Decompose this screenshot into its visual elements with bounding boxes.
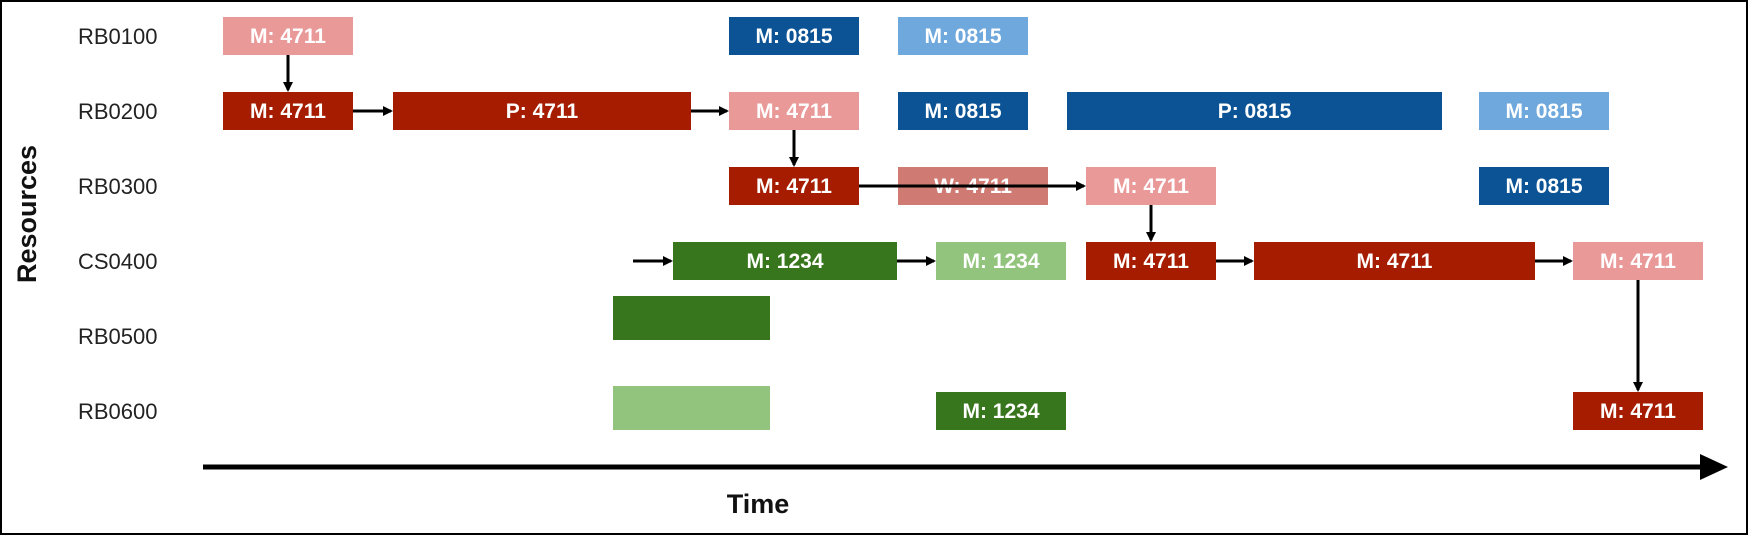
task-label-t18: M: 4711 xyxy=(1600,250,1676,273)
task-bar-t12 xyxy=(1086,167,1216,205)
task-label-t10: M: 4711 xyxy=(756,175,832,198)
task-label-t4: M: 4711 xyxy=(250,100,326,123)
task-label-t21: M: 1234 xyxy=(962,400,1039,423)
task-bar-t9 xyxy=(1479,92,1609,130)
time-axis-arrowhead xyxy=(1700,454,1728,480)
task-label-t12: M: 4711 xyxy=(1113,175,1189,198)
task-bar-t18 xyxy=(1573,242,1703,280)
task-label-t5: P: 4711 xyxy=(506,100,579,123)
resource-label-rb0500: RB0500 xyxy=(78,324,158,349)
task-bar-t6 xyxy=(729,92,859,130)
task-bar-t1 xyxy=(223,17,353,55)
task-label-t22: M: 4711 xyxy=(1600,400,1676,423)
task-bar-t22 xyxy=(1573,392,1703,430)
task-bar-t20 xyxy=(613,386,770,430)
x-axis-title: Time xyxy=(727,489,790,519)
task-bar-t21 xyxy=(936,392,1066,430)
task-bar-t7 xyxy=(898,92,1028,130)
task-bar-t10 xyxy=(729,167,859,205)
task-bar-t16 xyxy=(1086,242,1216,280)
task-label-t16: M: 4711 xyxy=(1113,250,1189,273)
y-axis-title: Resources xyxy=(12,145,42,283)
task-label-t6: M: 4711 xyxy=(756,100,832,123)
task-bars: M: 4711 M: 0815 M: 0815 M: 4711 P: 4711 M: 47… xyxy=(223,17,1703,430)
task-bar-t3 xyxy=(898,17,1028,55)
task-label-t2: M: 0815 xyxy=(755,25,832,48)
task-label-t7: M: 0815 xyxy=(924,100,1001,123)
task-bar-t8 xyxy=(1067,92,1442,130)
dependency-arrows xyxy=(283,55,1643,392)
resource-label-cs0400: CS0400 xyxy=(78,249,158,274)
resource-label-rb0200: RB0200 xyxy=(78,99,158,124)
task-bar-t13 xyxy=(1479,167,1609,205)
resource-label-rb0100: RB0100 xyxy=(78,24,158,49)
task-label-t1: M: 4711 xyxy=(250,25,326,48)
task-bar-t19 xyxy=(613,296,770,340)
task-label-t8: P: 0815 xyxy=(1218,100,1292,123)
task-bar-t14 xyxy=(673,242,897,280)
task-bar-t5 xyxy=(393,92,691,130)
resource-label-rb0300: RB0300 xyxy=(78,174,158,199)
task-label-t3: M: 0815 xyxy=(924,25,1001,48)
resource-labels: RB0100 RB0200 RB0300 CS0400 RB0500 RB0600 xyxy=(78,24,158,424)
time-axis xyxy=(203,454,1728,480)
task-bar-t17 xyxy=(1254,242,1535,280)
task-label-t15: M: 1234 xyxy=(962,250,1039,273)
task-label-t9: M: 0815 xyxy=(1505,100,1582,123)
task-bar-t15 xyxy=(936,242,1066,280)
task-label-t13: M: 0815 xyxy=(1505,175,1582,198)
task-bar-t4 xyxy=(223,92,353,130)
task-label-t17: M: 4711 xyxy=(1357,250,1433,273)
task-label-t14: M: 1234 xyxy=(746,250,823,273)
resource-label-rb0600: RB0600 xyxy=(78,399,158,424)
task-bar-t2 xyxy=(729,17,859,55)
